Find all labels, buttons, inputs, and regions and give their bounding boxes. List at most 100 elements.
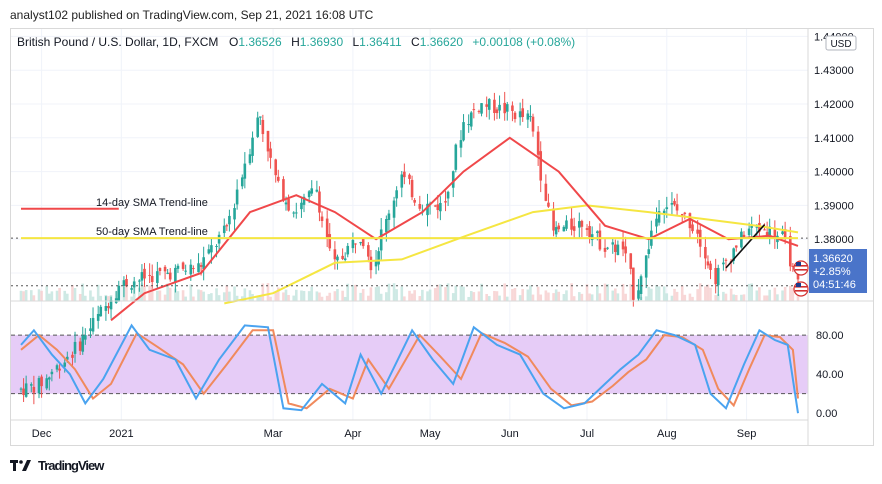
candle <box>521 98 525 122</box>
candle <box>765 221 769 238</box>
candle <box>24 375 28 398</box>
stochastic-tick-label: 0.00 <box>816 408 837 420</box>
volume-bar <box>225 285 229 301</box>
stochastic-lines <box>20 323 799 414</box>
candle-body <box>704 247 707 259</box>
candle <box>773 220 777 249</box>
candle-body <box>755 226 759 228</box>
candle-body <box>156 271 159 283</box>
volume-bar <box>547 292 550 301</box>
chart-frame[interactable]: 14-day SMA Trend-line 50-day SMA Trend-li… <box>10 28 874 446</box>
volume-bar <box>644 296 648 301</box>
y-tick-label: 1.38000 <box>814 234 854 246</box>
volume-bar <box>683 294 687 301</box>
candle <box>107 302 110 314</box>
candle-body <box>670 202 674 205</box>
volume-bar <box>367 295 370 301</box>
candle-body <box>32 386 36 393</box>
candle-body <box>485 104 488 107</box>
candle-body <box>307 191 311 198</box>
candle-body <box>143 268 146 279</box>
candle-body <box>552 208 555 231</box>
volume-bar <box>485 293 488 301</box>
candle-body <box>256 117 260 137</box>
volume-bar <box>222 292 226 301</box>
candle-body <box>125 279 128 287</box>
candle <box>621 231 625 257</box>
candle-body <box>531 116 535 132</box>
volume-bar <box>148 285 151 301</box>
candle <box>369 249 373 279</box>
candle <box>557 222 561 233</box>
candle <box>580 219 584 238</box>
candle <box>614 239 617 263</box>
chart-canvas[interactable]: 14-day SMA Trend-line 50-day SMA Trend-li… <box>11 29 873 445</box>
candle-body <box>222 225 226 234</box>
candle-body <box>225 225 229 227</box>
y-tick-label: 1.40000 <box>814 167 854 179</box>
candle-body <box>765 232 769 236</box>
volume-bar <box>181 290 185 301</box>
candle <box>704 236 707 270</box>
currency-badge[interactable]: USD <box>825 35 857 51</box>
volume-bar <box>536 286 540 301</box>
candle-body <box>192 268 195 270</box>
volume-bar <box>138 287 141 301</box>
candle-body <box>292 212 296 214</box>
volume-bar <box>585 284 589 301</box>
candle <box>505 101 509 121</box>
stochastic-d-line <box>20 329 799 410</box>
candle <box>300 198 303 218</box>
candle <box>361 237 365 249</box>
candle <box>750 216 753 238</box>
x-tick-label: Sep <box>737 428 757 440</box>
candle-body <box>132 281 136 288</box>
volume-bar <box>552 293 555 301</box>
candle-body <box>588 226 591 238</box>
volume-bar <box>624 293 627 301</box>
volume-bar <box>400 286 404 301</box>
candle <box>606 246 609 250</box>
candle <box>552 202 555 237</box>
volume-bar <box>284 289 288 301</box>
candle-body <box>469 112 473 127</box>
candle-body <box>722 262 725 265</box>
candle <box>328 223 332 252</box>
volume-bar <box>451 293 455 301</box>
candle-body <box>446 191 450 199</box>
candle <box>647 237 651 259</box>
candle-body <box>673 200 676 205</box>
brand-name: TradingView <box>38 458 104 473</box>
candle-body <box>294 212 298 214</box>
candle-body <box>354 243 357 245</box>
candle-body <box>539 151 543 181</box>
y-tick-label: 1.41000 <box>814 133 854 145</box>
volume-bar <box>274 291 278 301</box>
volume-bar <box>233 286 236 301</box>
volume-bar <box>688 293 692 301</box>
candle-body <box>385 219 388 233</box>
volume-bar <box>439 284 442 301</box>
volume-bar <box>698 283 702 301</box>
volume-bar <box>480 283 483 301</box>
candle <box>511 101 514 122</box>
candle-body <box>73 341 77 354</box>
volume-bar <box>24 290 28 301</box>
volume-bar <box>729 288 733 301</box>
volume-bar <box>511 289 514 301</box>
candle <box>485 96 488 118</box>
volume-bar <box>351 285 355 301</box>
volume-bar <box>706 284 710 301</box>
candle <box>487 98 491 120</box>
volume-bar <box>662 286 666 301</box>
price-label-box: 1.36620 +2.85% 04:51:46 <box>809 249 867 293</box>
candle <box>624 236 627 263</box>
candle <box>444 190 447 212</box>
candle <box>714 258 717 294</box>
candle-body <box>680 214 684 217</box>
candle-body <box>410 179 414 198</box>
volume-bar <box>768 289 771 301</box>
volume-bar <box>361 289 365 301</box>
candle <box>629 253 633 275</box>
candle <box>650 220 653 249</box>
